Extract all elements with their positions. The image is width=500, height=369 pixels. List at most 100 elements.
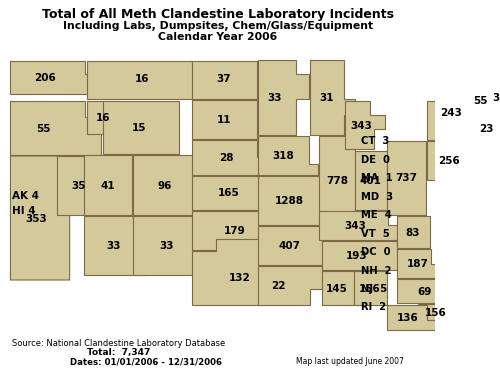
Text: 23: 23	[478, 124, 493, 134]
Text: 353: 353	[26, 214, 48, 224]
Polygon shape	[318, 136, 356, 225]
Text: 55: 55	[36, 124, 51, 134]
Polygon shape	[322, 241, 406, 270]
Text: 256: 256	[438, 156, 460, 166]
Bar	[192, 61, 257, 99]
Polygon shape	[258, 136, 318, 175]
Polygon shape	[258, 226, 336, 265]
Polygon shape	[310, 60, 356, 135]
Bar	[133, 216, 198, 275]
Text: 96: 96	[158, 181, 172, 191]
Polygon shape	[397, 279, 454, 303]
Text: 179: 179	[224, 226, 246, 236]
Text: 33: 33	[267, 93, 281, 103]
Polygon shape	[192, 140, 270, 175]
Text: RI  2: RI 2	[362, 303, 386, 313]
Text: 35: 35	[71, 181, 86, 191]
Text: 41: 41	[100, 181, 116, 191]
Text: Total of All Meth Clandestine Laboratory Incidents: Total of All Meth Clandestine Laboratory…	[42, 7, 394, 21]
Text: 1288: 1288	[274, 196, 304, 206]
Text: Dates: 01/01/2006 - 12/31/2006: Dates: 01/01/2006 - 12/31/2006	[70, 358, 222, 366]
Text: Including Labs, Dumpsites, Chem/Glass/Equipment: Including Labs, Dumpsites, Chem/Glass/Eq…	[62, 21, 373, 31]
Text: 69: 69	[417, 287, 432, 297]
Text: 206: 206	[34, 73, 56, 83]
Text: 22: 22	[272, 281, 286, 291]
Text: Calendar Year 2006: Calendar Year 2006	[158, 32, 278, 42]
Text: 136: 136	[396, 313, 418, 323]
Text: 33: 33	[159, 241, 174, 251]
Text: MD  3: MD 3	[362, 192, 394, 201]
Text: HI 4: HI 4	[12, 206, 36, 216]
Text: 15: 15	[132, 123, 146, 133]
Bar	[103, 101, 180, 154]
Polygon shape	[58, 156, 100, 215]
Polygon shape	[258, 266, 322, 305]
Bar	[192, 100, 257, 139]
Polygon shape	[397, 249, 444, 278]
Polygon shape	[345, 101, 385, 149]
Polygon shape	[192, 239, 292, 305]
Text: 11: 11	[216, 115, 231, 125]
Text: 778: 778	[326, 176, 348, 186]
Polygon shape	[386, 305, 440, 330]
Text: 401: 401	[359, 176, 381, 186]
Polygon shape	[87, 101, 135, 134]
Text: 318: 318	[272, 151, 294, 161]
Polygon shape	[418, 304, 455, 320]
Text: Map last updated June 2007: Map last updated June 2007	[296, 358, 404, 366]
Text: 28: 28	[219, 153, 234, 163]
Text: NJ  5: NJ 5	[362, 284, 388, 294]
Polygon shape	[477, 84, 486, 115]
Text: 407: 407	[279, 241, 301, 251]
Polygon shape	[258, 60, 309, 135]
Text: 165: 165	[218, 188, 240, 198]
Text: DC  0: DC 0	[362, 247, 391, 257]
Bar	[397, 216, 430, 248]
Polygon shape	[322, 271, 354, 305]
Text: 737: 737	[395, 173, 417, 183]
Polygon shape	[318, 211, 397, 240]
Text: 193: 193	[346, 251, 368, 261]
Text: MA  1: MA 1	[362, 173, 393, 183]
Bar	[87, 61, 192, 99]
Text: ME  4: ME 4	[362, 210, 392, 220]
Text: Source: National Clandestine Laboratory Database: Source: National Clandestine Laboratory …	[12, 338, 226, 348]
Text: 38: 38	[492, 93, 500, 103]
Polygon shape	[10, 61, 104, 94]
Text: 37: 37	[216, 74, 231, 84]
Text: 16: 16	[96, 113, 110, 123]
Text: 187: 187	[407, 259, 429, 269]
Text: 33: 33	[106, 241, 120, 251]
Polygon shape	[426, 84, 488, 140]
Text: DE  0: DE 0	[362, 155, 390, 165]
Text: NH  2: NH 2	[362, 266, 392, 276]
Polygon shape	[84, 216, 148, 275]
Bar	[192, 176, 272, 210]
Text: 55: 55	[474, 96, 488, 106]
Text: 243: 243	[440, 108, 462, 118]
Text: 343: 343	[350, 121, 372, 131]
Bar	[356, 151, 386, 210]
Text: 156: 156	[359, 284, 381, 294]
Polygon shape	[10, 156, 83, 280]
Text: 343: 343	[344, 221, 366, 231]
Bar	[386, 141, 426, 215]
Polygon shape	[486, 64, 500, 130]
Text: AK 4: AK 4	[12, 191, 39, 201]
Text: 83: 83	[406, 228, 420, 238]
Text: 31: 31	[320, 93, 334, 103]
Polygon shape	[477, 116, 500, 140]
Text: VT  5: VT 5	[362, 228, 390, 238]
Polygon shape	[426, 141, 477, 180]
Text: 16: 16	[134, 74, 149, 84]
Text: Total:  7,347: Total: 7,347	[87, 348, 150, 358]
Text: 156: 156	[424, 308, 446, 318]
Text: 132: 132	[228, 273, 250, 283]
Polygon shape	[192, 211, 292, 250]
Polygon shape	[354, 271, 386, 305]
Bar	[84, 155, 132, 215]
Polygon shape	[10, 101, 101, 155]
Text: CT  3: CT 3	[362, 136, 390, 146]
Bar	[258, 176, 323, 225]
Text: 145: 145	[326, 284, 348, 294]
